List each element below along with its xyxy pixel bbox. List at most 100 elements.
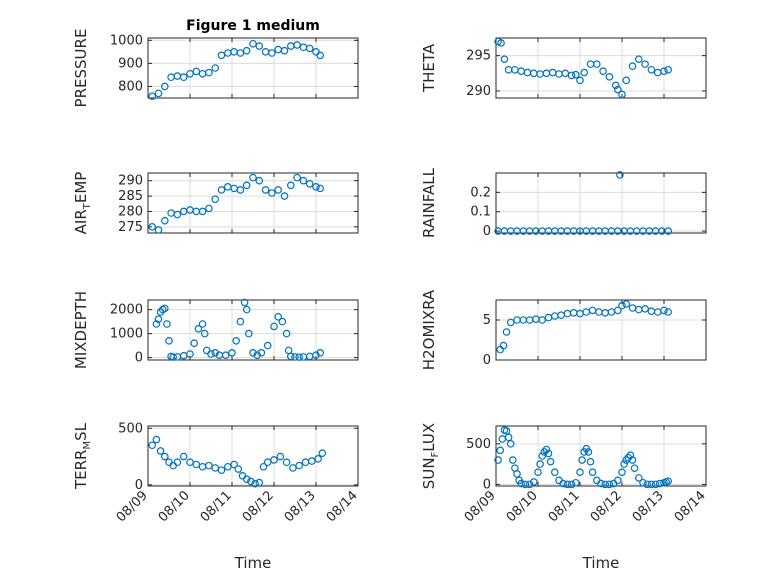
data-point (525, 480, 534, 489)
y-tick-label: 295 (466, 49, 491, 64)
y-tick-label: 290 (466, 84, 491, 99)
data-point (186, 458, 194, 467)
data-point (563, 309, 572, 318)
y-axis-label: PRESSURE (72, 29, 90, 108)
data-point (307, 457, 316, 465)
data-point (255, 42, 264, 50)
axes-box (495, 299, 707, 361)
grid (147, 38, 358, 98)
data-point (616, 171, 624, 179)
y-tick-label: 2000 (110, 303, 143, 318)
data-point (546, 457, 555, 466)
data-point (497, 39, 505, 47)
data-point (555, 70, 563, 78)
y-tick-label: 1000 (110, 327, 143, 342)
data-point (312, 351, 320, 360)
y-tick-label: 0 (483, 353, 491, 368)
data-point (148, 223, 157, 231)
data-point (622, 300, 631, 308)
data-point (508, 456, 517, 464)
data-point (601, 480, 610, 489)
data-point (152, 320, 161, 328)
data-point (611, 81, 620, 90)
data-point (163, 320, 171, 328)
data-point (630, 464, 639, 472)
data-point (295, 461, 304, 470)
data-point (498, 435, 507, 443)
axes-box (147, 172, 359, 234)
y-axis-label: AIRTEMP (72, 172, 93, 235)
data-point (559, 479, 568, 488)
data-point (588, 306, 597, 315)
data-point (517, 67, 526, 75)
subplot-terr-msl: 0 500 08/09 08/10 08/11 08/12 08/13 08/14 TERRMS… (72, 421, 361, 572)
axes-box (495, 172, 707, 234)
y-tick-label: 1000 (110, 33, 143, 48)
x-tick-label: 08/11 (198, 488, 235, 525)
data-point (259, 462, 268, 471)
data-point (651, 480, 660, 489)
data-point (274, 45, 283, 54)
subplot-rainfall: 0 0.1 0.2 RAINFALL (420, 167, 707, 239)
data-series (152, 298, 325, 361)
data-point (268, 49, 276, 57)
data-point (502, 427, 511, 435)
y-axis-label: H2OMIXRA (420, 289, 438, 370)
data-point (173, 353, 182, 361)
data-point (513, 470, 521, 478)
data-point (169, 353, 178, 361)
x-tick-label: 08/14 (672, 488, 709, 525)
y-axis-label: SUNFLUX (420, 423, 441, 489)
data-point (620, 460, 628, 468)
data-point (506, 440, 515, 448)
data-point (647, 480, 656, 489)
data-point (186, 350, 194, 358)
data-point (597, 479, 605, 488)
data-point (582, 308, 591, 316)
x-tick-label: 08/11 (546, 488, 583, 525)
x-tick-label: 08/10 (504, 488, 541, 525)
data-point (274, 312, 283, 321)
data-point (647, 65, 656, 74)
data-point (504, 433, 513, 442)
data-point (592, 60, 601, 68)
data-point (618, 468, 626, 477)
x-axis-label: Time (234, 554, 272, 572)
data-point (205, 68, 213, 77)
data-point (571, 478, 580, 487)
y-tick-label: 275 (118, 220, 143, 235)
data-point (576, 468, 584, 477)
data-point (540, 448, 549, 456)
data-point (242, 475, 251, 484)
data-point (217, 51, 226, 60)
data-series (494, 37, 673, 99)
data-point (607, 308, 616, 316)
y-tick-label: 500 (466, 437, 491, 452)
data-point (263, 458, 272, 467)
data-point (190, 339, 199, 348)
data-point (293, 173, 301, 182)
data-point (228, 348, 236, 357)
data-point (198, 207, 207, 216)
axes-box (495, 37, 707, 99)
data-point (154, 315, 163, 324)
subplot-theta: 290 295 THETA (420, 37, 707, 99)
y-tick-label: 0 (483, 477, 491, 492)
data-point (301, 458, 310, 467)
data-point (224, 49, 232, 57)
data-point (203, 346, 211, 355)
data-point (242, 46, 251, 55)
y-tick-label: 0.2 (470, 185, 491, 200)
data-point (613, 306, 622, 315)
data-point (282, 458, 291, 467)
y-tick-label: 5 (483, 313, 491, 328)
x-tick-label: 08/12 (588, 488, 625, 525)
y-axis-label: RAINFALL (420, 167, 438, 238)
data-point (148, 92, 157, 100)
x-tick-label: 08/12 (240, 488, 277, 525)
data-point (660, 306, 668, 315)
data-point (563, 480, 572, 489)
data-point (561, 69, 570, 78)
y-tick-label: 280 (118, 204, 143, 219)
data-point (263, 341, 272, 350)
